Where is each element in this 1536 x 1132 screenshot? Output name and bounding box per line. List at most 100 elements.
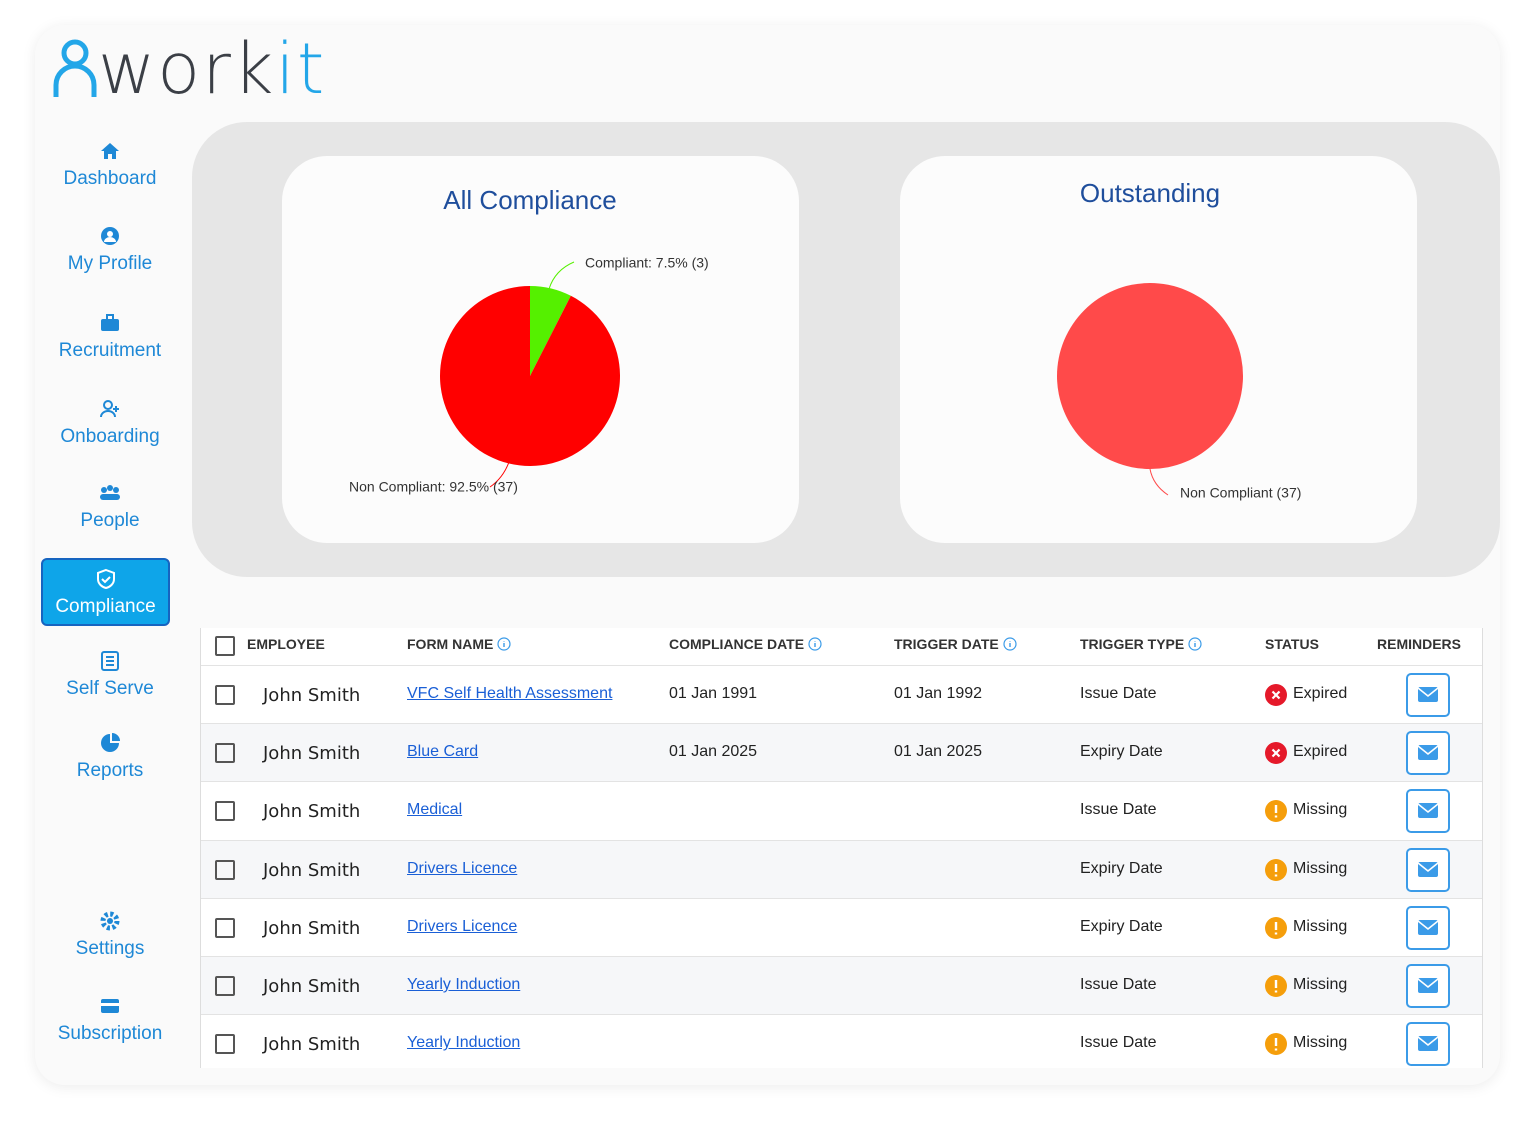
form-link[interactable]: Blue Card [407, 743, 479, 761]
employee: John Smith [263, 801, 361, 823]
status: Missing [1293, 801, 1348, 819]
status-icon [1265, 858, 1287, 881]
reminder-button[interactable] [1406, 731, 1450, 776]
nav-icon [101, 733, 120, 752]
checkbox[interactable] [215, 859, 235, 880]
column-header: STATUS [1265, 636, 1319, 652]
nav-icon [101, 143, 119, 159]
table-row: John Smith Drivers Licence Expiry Date Miss… [201, 897, 1482, 956]
logo-text: work [98, 28, 276, 110]
form-link[interactable]: Drivers Licence [407, 917, 518, 935]
info-icon [808, 637, 822, 651]
trigger-date: 01 Jan 1992 [894, 685, 983, 702]
status: Missing [1293, 917, 1348, 935]
status-icon [1265, 800, 1287, 823]
column-header: COMPLIANCE DATE [669, 636, 822, 652]
column-header: TRIGGER TYPE [1080, 636, 1202, 652]
leader-line [1149, 468, 1169, 496]
status: Missing [1293, 859, 1348, 877]
envelope-icon [1417, 861, 1439, 877]
leader-line [489, 461, 510, 488]
table-row: John Smith Blue Card 01 Jan 2025 01 Jan 202… [201, 723, 1482, 782]
reminder-button[interactable] [1406, 847, 1450, 892]
envelope-icon [1417, 978, 1439, 993]
logo[interactable]: workit [52, 28, 326, 110]
checkbox[interactable] [215, 685, 235, 705]
status: Missing [1293, 976, 1348, 993]
pie-slice [1057, 283, 1243, 469]
employee: John Smith [263, 976, 361, 997]
nav-item[interactable]: Settings [40, 910, 180, 960]
column-header: REMINDERS [1377, 636, 1462, 652]
nav-item[interactable]: People [40, 482, 180, 532]
nav-label: Self Serve [66, 678, 154, 699]
nav-label: Onboarding [60, 426, 160, 447]
trigger-type: Expiry Date [1080, 917, 1163, 935]
nav-label: Reports [76, 760, 144, 781]
form-link[interactable]: VFC Self Health Assessment [407, 685, 613, 702]
info-icon [1003, 637, 1017, 651]
chart-title: Outstanding [1080, 178, 1220, 208]
reminder-button[interactable] [1406, 673, 1450, 717]
table-row: John Smith Drivers Licence Expiry Date Miss… [201, 839, 1482, 898]
form-link[interactable]: Yearly Induction [407, 1034, 521, 1052]
table-row: John Smith Yearly Induction Issue Date Miss… [201, 956, 1482, 1014]
checkbox[interactable] [215, 976, 235, 996]
status-glyph [1274, 863, 1278, 877]
nav-item[interactable]: Subscription [40, 995, 180, 1045]
reminder-button[interactable] [1406, 905, 1450, 950]
reminder-button[interactable] [1406, 1022, 1450, 1067]
status-glyph [1271, 690, 1281, 700]
compliance-date: 01 Jan 1991 [669, 685, 758, 702]
table-row: John Smith Medical Issue Date Missing [201, 781, 1482, 839]
nav-item[interactable]: Dashboard [40, 140, 180, 190]
table-row: John Smith Yearly Induction Issue Date Miss… [201, 1014, 1482, 1072]
nav-icon [96, 568, 115, 590]
status-icon [1265, 916, 1287, 939]
nav-label: Settings [75, 938, 145, 959]
nav-item[interactable]: Compliance [41, 558, 170, 626]
nav-item[interactable]: Self Serve [40, 650, 180, 700]
trigger-type: Issue Date [1080, 1034, 1157, 1052]
nav-item[interactable]: Reports [40, 732, 180, 782]
nav-label: Subscription [57, 1023, 163, 1044]
status-icon [1265, 684, 1287, 706]
info-icon [1188, 637, 1202, 651]
nav-icon [100, 911, 120, 931]
nav-item[interactable]: Recruitment [40, 312, 180, 362]
status-icon [1265, 1033, 1287, 1056]
pie-slice [530, 286, 571, 376]
info-icon [497, 637, 511, 651]
form-link[interactable]: Drivers Licence [407, 859, 518, 877]
form-link[interactable]: Medical [407, 801, 463, 819]
status-icon [1265, 742, 1287, 765]
trigger-type: Issue Date [1080, 976, 1157, 993]
column-header: FORM NAME [407, 636, 511, 652]
status: Expired [1293, 685, 1348, 702]
logo-text: it [275, 28, 327, 110]
checkbox[interactable] [215, 917, 235, 938]
checkbox[interactable] [215, 1034, 235, 1055]
form-link[interactable]: Yearly Induction [407, 976, 521, 993]
checkbox[interactable] [215, 743, 235, 764]
nav-item[interactable]: Onboarding [40, 398, 180, 448]
envelope-icon [1417, 1036, 1439, 1052]
status-glyph [1274, 1038, 1278, 1051]
trigger-type: Expiry Date [1080, 743, 1163, 761]
column-header: TRIGGER DATE [894, 636, 1017, 652]
employee: John Smith [263, 685, 361, 706]
nav-icon [101, 651, 119, 671]
reminder-button[interactable] [1406, 789, 1450, 834]
nav-label: Compliance [55, 596, 156, 617]
charts: All Compliance Compliant: 7.5% (3) Non Com… [349, 178, 1301, 501]
checkbox[interactable] [215, 636, 235, 656]
checkbox[interactable] [215, 801, 235, 822]
reminder-button[interactable] [1406, 964, 1450, 1008]
nav-item[interactable]: My Profile [40, 225, 180, 275]
logo-icon [53, 39, 97, 97]
employee: John Smith [263, 1034, 361, 1056]
compliance-date: 01 Jan 2025 [669, 743, 758, 761]
slice-label: Non Compliant (37) [1180, 485, 1301, 501]
trigger-type: Issue Date [1080, 801, 1157, 819]
employee: John Smith [263, 859, 361, 881]
